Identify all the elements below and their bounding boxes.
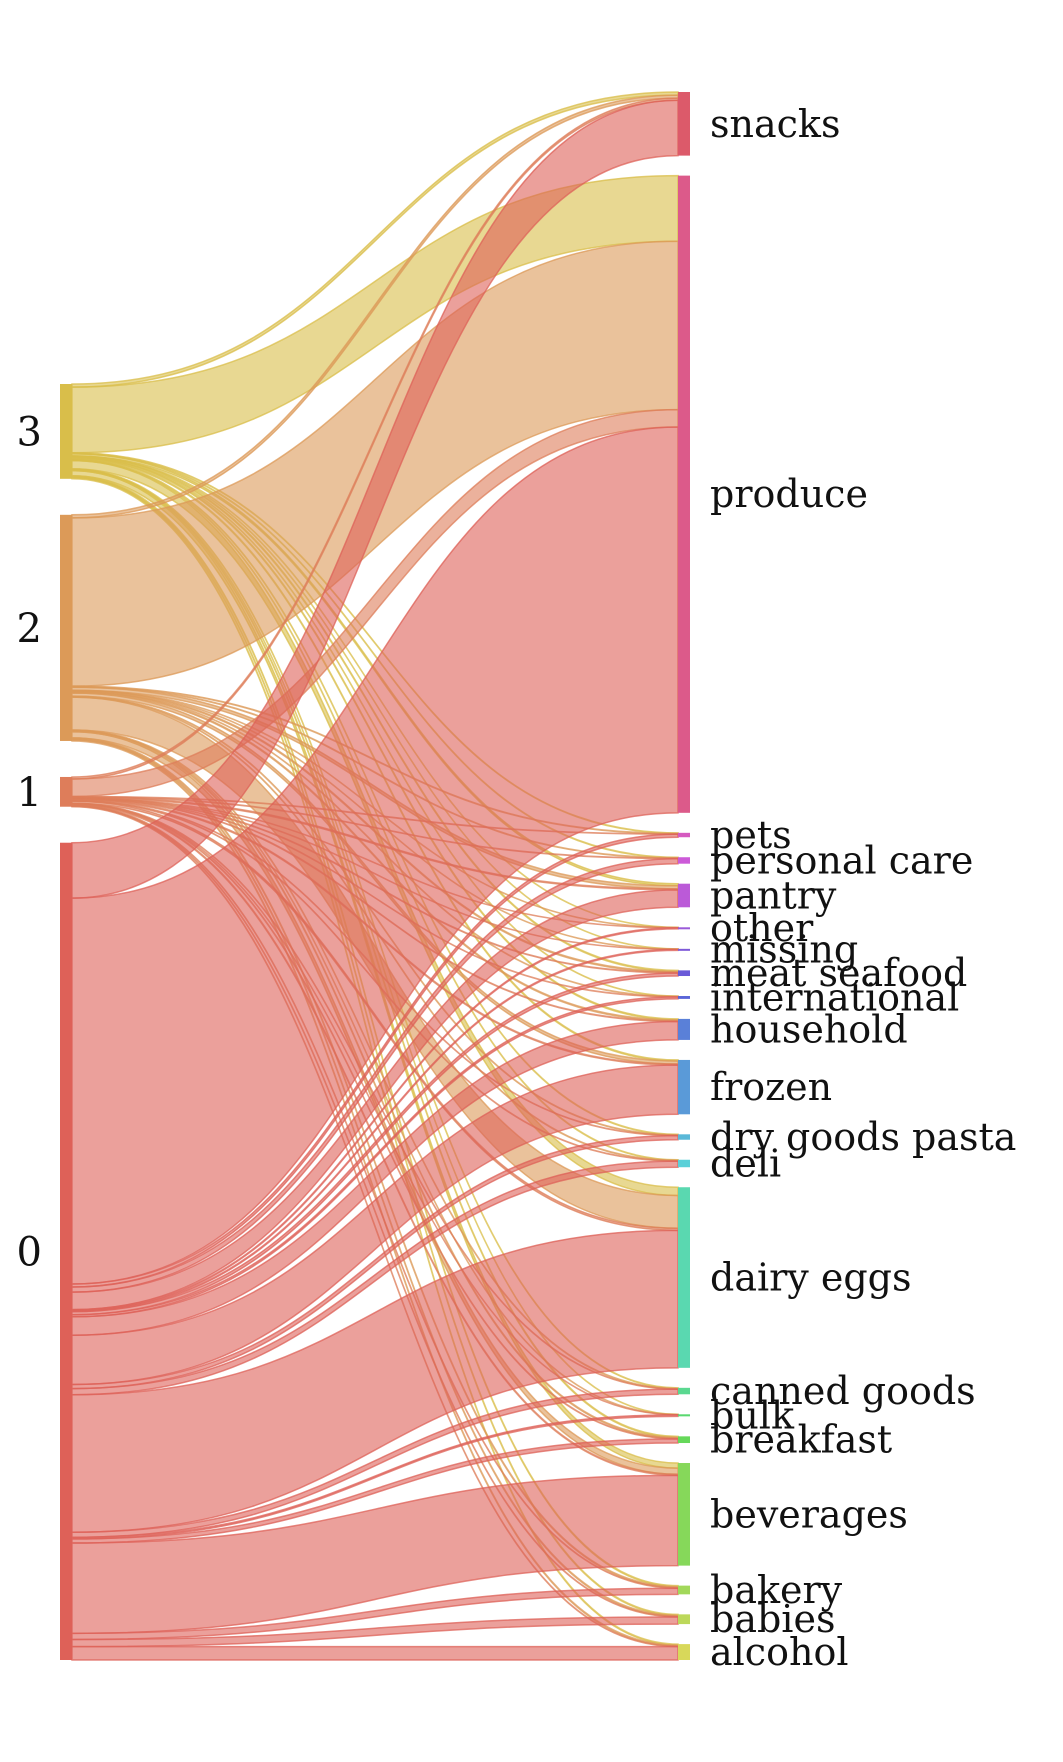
target-node-deli <box>678 1159 690 1168</box>
target-label-produce: produce <box>710 472 868 516</box>
target-label-household: household <box>710 1007 908 1051</box>
target-node-household <box>678 1018 690 1040</box>
flow-0-to-beverages <box>71 1474 679 1635</box>
flow-0-to-deli <box>71 1160 679 1396</box>
flow-0-to-bulk <box>71 1414 679 1540</box>
flow-0-to-pets <box>71 833 679 1288</box>
target-node-produce <box>678 175 690 813</box>
target-node-dry-goods-pasta <box>678 1134 690 1140</box>
flow-0-to-dry-goods-pasta <box>71 1134 679 1390</box>
flow-0-to-bakery <box>71 1587 679 1641</box>
target-label-international: international <box>710 975 959 1019</box>
target-node-other <box>678 927 690 930</box>
target-node-snacks <box>678 92 690 156</box>
target-node-canned-goods <box>678 1387 690 1395</box>
target-node-breakfast <box>678 1436 690 1444</box>
target-node-pantry <box>678 883 690 908</box>
flow-0-to-canned-goods <box>71 1388 679 1539</box>
source-node-1 <box>60 776 72 807</box>
target-label-alcohol: alcohol <box>710 1630 848 1674</box>
target-label-bakery: bakery <box>710 1568 843 1612</box>
target-node-personal-care <box>678 857 690 864</box>
target-label-pets: pets <box>710 813 792 857</box>
target-label-snacks: snacks <box>710 102 840 146</box>
source-node-0 <box>60 842 72 1660</box>
target-label-canned-goods: canned goods <box>710 1369 976 1413</box>
source-label-2: 2 <box>17 606 42 652</box>
target-label-meat-seafood: meat seafood <box>710 951 967 995</box>
target-label-personal-care: personal care <box>710 838 973 882</box>
nodes <box>60 92 690 1660</box>
source-node-2 <box>60 514 72 741</box>
target-node-babies <box>678 1614 690 1625</box>
target-node-meat-seafood <box>678 970 690 977</box>
target-node-pets <box>678 832 690 838</box>
source-node-3 <box>60 384 72 479</box>
target-node-alcohol <box>678 1644 690 1660</box>
target-label-frozen: frozen <box>710 1065 832 1109</box>
target-label-breakfast: breakfast <box>710 1418 892 1462</box>
flow-0-to-babies <box>71 1616 679 1648</box>
target-label-other: other <box>710 906 814 950</box>
target-label-missing: missing <box>710 928 858 972</box>
target-label-dry-goods-pasta: dry goods pasta <box>710 1115 1016 1159</box>
target-node-dairy-eggs <box>678 1187 690 1368</box>
target-label-bulk: bulk <box>710 1393 795 1437</box>
target-node-frozen <box>678 1059 690 1115</box>
source-label-0: 0 <box>17 1229 42 1275</box>
source-label-1: 1 <box>17 770 42 816</box>
flow-0-to-alcohol <box>71 1645 679 1661</box>
flow-0-to-household <box>71 1020 679 1336</box>
target-label-deli: deli <box>710 1141 781 1185</box>
flow-0-to-frozen <box>71 1064 679 1386</box>
target-label-pantry: pantry <box>710 873 837 917</box>
target-label-babies: babies <box>710 1597 835 1641</box>
target-node-missing <box>678 948 690 951</box>
flow-0-to-snacks <box>71 99 679 899</box>
flow-0-to-breakfast <box>71 1438 679 1544</box>
target-node-beverages <box>678 1463 690 1566</box>
target-node-international <box>678 996 690 999</box>
target-label-beverages: beverages <box>710 1492 908 1536</box>
target-label-dairy-eggs: dairy eggs <box>710 1256 912 1300</box>
target-node-bakery <box>678 1585 690 1595</box>
flow-links <box>71 91 679 1661</box>
target-node-bulk <box>678 1414 690 1417</box>
source-label-3: 3 <box>17 409 42 455</box>
